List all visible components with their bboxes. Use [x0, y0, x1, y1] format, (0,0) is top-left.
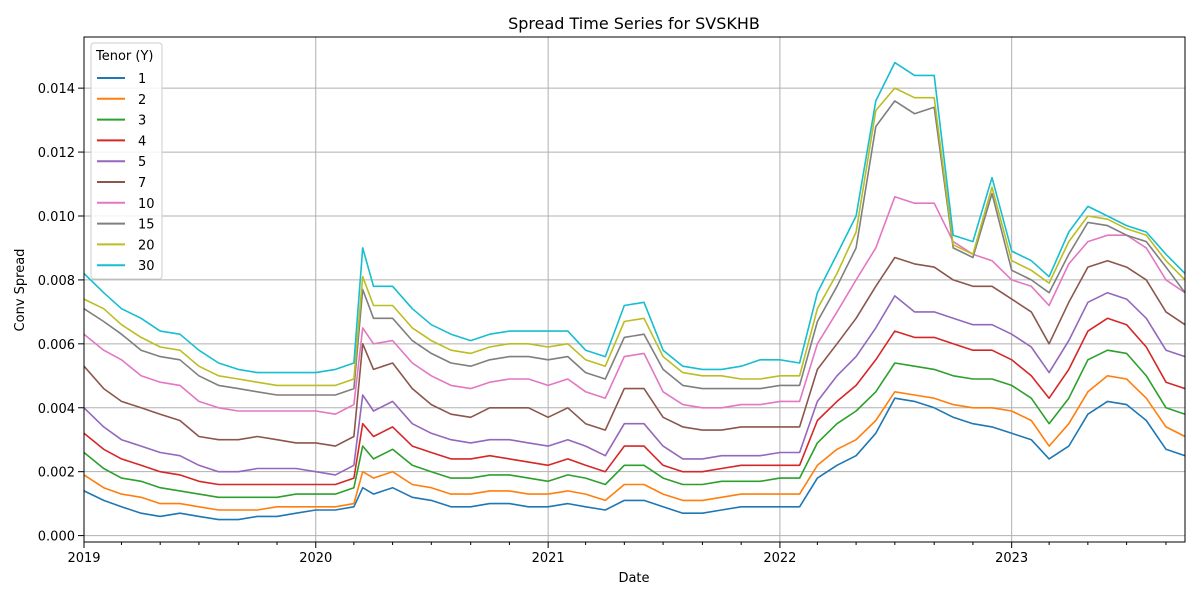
- y-axis-title: Conv Spread: [13, 249, 28, 332]
- legend-label-1: 1: [138, 72, 146, 87]
- x-axis: 2019 2020 2021 2022 2023: [67, 542, 1167, 566]
- legend-label-30: 30: [138, 259, 155, 274]
- x-tick-label: 2019: [67, 551, 100, 566]
- legend: Tenor (Y) 1 2 3 4 5 7 10 15 20 30: [90, 42, 163, 280]
- series-line-4: [83, 317, 1186, 486]
- legend-box: [90, 42, 163, 280]
- legend-label-4: 4: [138, 134, 146, 149]
- series-line-7: [83, 256, 1186, 447]
- legend-label-15: 15: [138, 218, 155, 233]
- legend-label-7: 7: [138, 176, 146, 191]
- x-tick-label: 2022: [763, 551, 796, 566]
- y-tick-label: 0.004: [38, 402, 75, 417]
- series-line-20: [83, 87, 1186, 387]
- series-line-10: [83, 196, 1186, 416]
- legend-label-2: 2: [138, 93, 146, 108]
- x-tick-label: 2021: [532, 551, 565, 566]
- series-line-15: [83, 100, 1186, 396]
- y-tick-label: 0.014: [38, 82, 75, 97]
- legend-label-3: 3: [138, 114, 146, 129]
- y-axis: 0.000 0.002 0.004 0.006 0.008 0.010 0.012 0.014: [38, 82, 84, 545]
- legend-label-5: 5: [138, 155, 146, 170]
- grid-layer: [83, 37, 1185, 542]
- x-tick-label: 2023: [995, 551, 1028, 566]
- y-tick-label: 0.008: [38, 274, 75, 289]
- legend-label-20: 20: [138, 238, 155, 253]
- x-axis-title: Date: [618, 571, 649, 586]
- series-line-5: [83, 291, 1186, 476]
- x-tick-label: 2020: [299, 551, 332, 566]
- legend-title: Tenor (Y): [95, 49, 153, 64]
- y-tick-label: 0.002: [38, 466, 75, 481]
- series-line-3: [83, 349, 1186, 499]
- series-line-30: [83, 61, 1186, 374]
- series-line-2: [83, 374, 1186, 511]
- series-line-1: [83, 397, 1186, 521]
- y-tick-label: 0.012: [38, 146, 75, 161]
- y-tick-label: 0.006: [38, 338, 75, 353]
- y-tick-label: 0.000: [38, 530, 75, 545]
- chart-title: Spread Time Series for SVSKHB: [508, 14, 760, 33]
- plot-frame: [83, 36, 1186, 543]
- series-layer: [83, 61, 1186, 521]
- legend-label-10: 10: [138, 197, 155, 212]
- y-tick-label: 0.010: [38, 210, 75, 225]
